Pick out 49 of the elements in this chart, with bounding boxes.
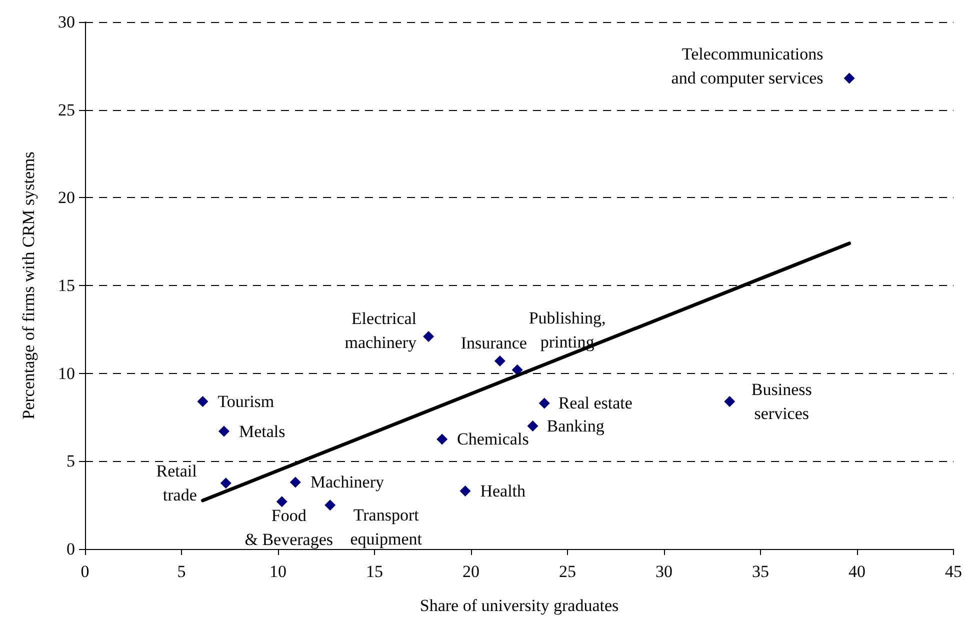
y-tick-label: 15 <box>58 276 75 295</box>
point <box>844 72 855 84</box>
annotation: Banking <box>546 416 605 436</box>
annotation: Publishing, printing <box>528 308 606 352</box>
point <box>197 396 208 407</box>
annotation: Telecommunications and computer services <box>671 44 824 88</box>
y-tick-label: 25 <box>58 100 75 120</box>
x-tick-label: 10 <box>270 562 286 581</box>
point <box>276 496 288 508</box>
point <box>494 356 506 367</box>
point <box>460 486 471 497</box>
annotation: Electrical machinery <box>344 308 418 352</box>
y-tick-label: 30 <box>58 12 75 32</box>
point <box>324 500 336 511</box>
annotation: Tourism <box>218 392 274 411</box>
x-tick-label: 20 <box>462 562 480 581</box>
point <box>527 420 538 432</box>
x-tick-label: 0 <box>80 562 90 581</box>
annotation: Real estate <box>558 394 632 413</box>
annotation: Transport equipment <box>350 506 422 549</box>
point <box>512 364 523 376</box>
point <box>290 476 301 488</box>
x-tick-label: 35 <box>752 562 769 581</box>
x-tick-label: 5 <box>177 562 186 581</box>
annotation: Food & Beverages <box>244 506 333 550</box>
y-tick-label: 5 <box>66 452 75 471</box>
y-tick-label: 10 <box>58 364 75 383</box>
x-tick-label: 40 <box>848 562 866 581</box>
annotation: Machinery <box>310 472 385 492</box>
annotation: Business services <box>751 380 812 423</box>
y-tick-label: 0 <box>66 540 75 558</box>
x-tick-label: 15 <box>366 562 383 581</box>
point <box>724 396 736 407</box>
annotation: Retail trade <box>156 462 198 505</box>
y-axis-title: Percentage of firms with CRM systems <box>19 152 38 420</box>
annotation: Insurance <box>460 334 527 353</box>
point <box>423 330 434 342</box>
x-tick-label: 25 <box>559 562 576 581</box>
annotation: Health <box>480 482 526 501</box>
x-axis-title: Share of university graduates <box>420 596 619 615</box>
x-tick-label: 30 <box>656 562 672 581</box>
y-tick-label: 20 <box>58 188 75 208</box>
point <box>218 426 230 437</box>
annotation: Metals <box>238 422 286 441</box>
annotation: Chemicals <box>457 430 529 449</box>
point <box>436 434 448 445</box>
x-tick-label: 45 <box>945 562 962 581</box>
point <box>220 478 232 489</box>
point <box>538 398 550 409</box>
